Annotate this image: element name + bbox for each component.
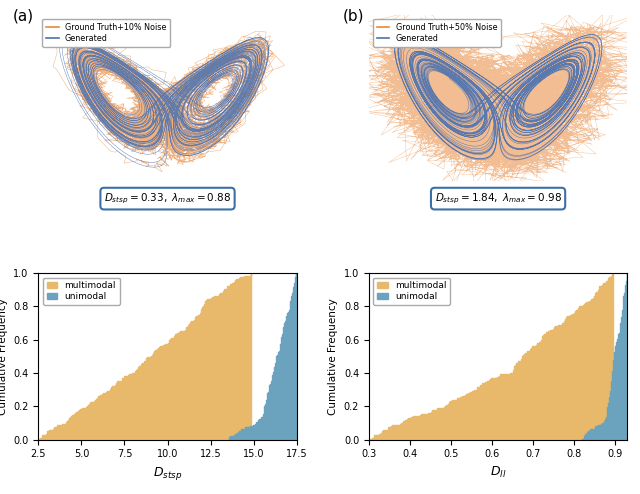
X-axis label: $D_{stsp}$: $D_{stsp}$ — [153, 465, 182, 482]
Y-axis label: Cumulative Frequency: Cumulative Frequency — [0, 298, 8, 415]
Text: (c): (c) — [0, 263, 2, 278]
Legend: Ground Truth+10% Noise, Generated: Ground Truth+10% Noise, Generated — [42, 19, 170, 47]
Legend: multimodal, unimodal: multimodal, unimodal — [43, 278, 120, 305]
Text: $D_{stsp} = 1.84,\ \lambda_{max} = 0.98$: $D_{stsp} = 1.84,\ \lambda_{max} = 0.98$ — [435, 191, 561, 206]
Text: (b): (b) — [343, 8, 365, 23]
Text: $D_{stsp} = 0.33,\ \lambda_{max} = 0.88$: $D_{stsp} = 0.33,\ \lambda_{max} = 0.88$ — [104, 191, 231, 206]
Text: (a): (a) — [13, 8, 34, 23]
Y-axis label: Cumulative Frequency: Cumulative Frequency — [328, 298, 339, 415]
Legend: multimodal, unimodal: multimodal, unimodal — [374, 278, 451, 305]
X-axis label: $D_{ll}$: $D_{ll}$ — [490, 465, 506, 480]
Legend: Ground Truth+50% Noise, Generated: Ground Truth+50% Noise, Generated — [373, 19, 501, 47]
